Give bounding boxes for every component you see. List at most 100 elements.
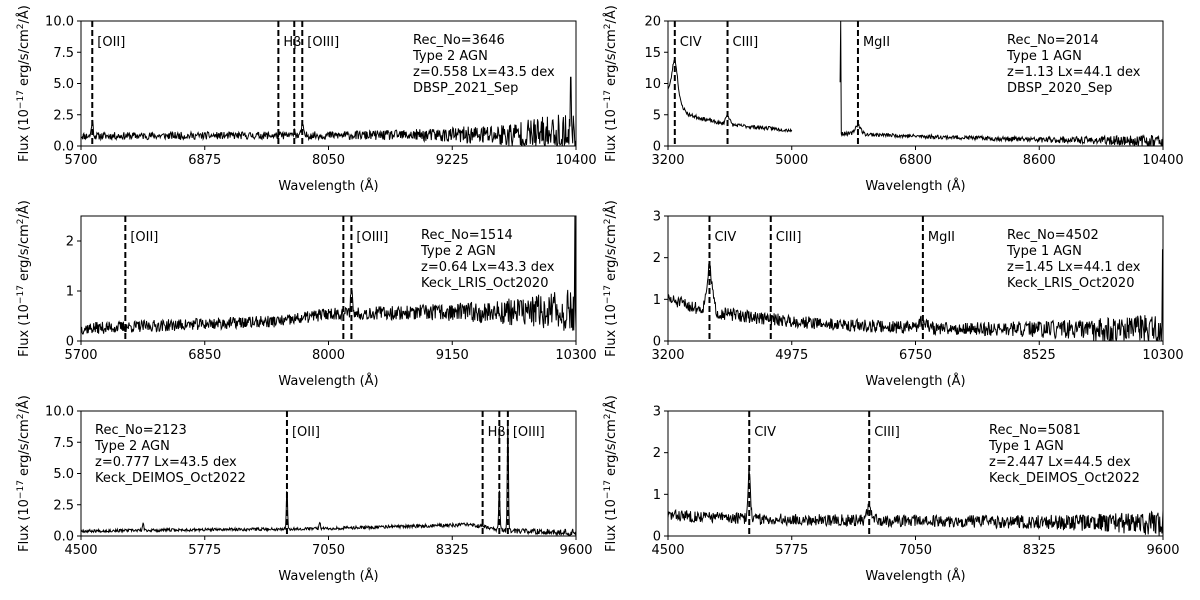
x-tick-label: 10400 — [1142, 153, 1183, 168]
y-axis-label: Flux (10−17 erg/s/cm2/Å) — [603, 200, 619, 357]
spectrum-line — [81, 422, 576, 536]
y-tick-label: 3 — [653, 405, 661, 420]
emission-line-label: Hβ — [488, 425, 506, 440]
spectrum-panel-p3646: [OII] Hβ [OIII] 5700 6875 8050 9225 10400 0.0 2.5… — [16, 5, 597, 194]
spectrum-info-text: Rec_No=2014 — [1007, 33, 1099, 48]
x-tick-label: 5000 — [775, 153, 808, 168]
x-tick-label: 5775 — [775, 543, 808, 558]
y-tick-label: 0 — [653, 530, 661, 545]
y-tick-label: 1 — [653, 488, 661, 503]
emission-line-label: CIII] — [733, 35, 759, 50]
x-axis-label: Wavelength (Å) — [278, 178, 378, 194]
emission-line-label: [OIII] — [307, 35, 339, 50]
x-tick-label: 8525 — [1023, 348, 1056, 363]
y-axis-label: Flux (10−17 erg/s/cm2/Å) — [603, 5, 619, 162]
x-tick-label: 6750 — [899, 348, 932, 363]
y-tick-label: 10 — [644, 77, 661, 92]
spectrum-line — [668, 249, 1163, 341]
spectrum-info-text: Rec_No=2123 — [95, 423, 187, 438]
y-tick-label: 10.0 — [45, 15, 74, 30]
y-tick-label: 7.5 — [53, 46, 74, 61]
spectrum-info-text: Type 2 AGN — [412, 49, 488, 64]
emission-line-label: [OII] — [292, 425, 320, 440]
x-tick-label: 3200 — [651, 348, 684, 363]
y-axis-label: Flux (10−17 erg/s/cm2/Å) — [603, 395, 619, 552]
x-tick-label: 8325 — [436, 543, 469, 558]
y-axis-label: Flux (10−17 erg/s/cm2/Å) — [16, 5, 32, 162]
x-axis-label: Wavelength (Å) — [865, 178, 965, 194]
y-tick-label: 0 — [653, 335, 661, 350]
x-tick-label: 5700 — [64, 348, 97, 363]
y-tick-label: 10.0 — [45, 405, 74, 420]
y-tick-label: 3 — [653, 210, 661, 225]
y-tick-label: 15 — [644, 46, 661, 61]
spectrum-info-text: Rec_No=4502 — [1007, 228, 1099, 243]
y-tick-label: 5.0 — [53, 467, 74, 482]
x-tick-label: 10300 — [1142, 348, 1183, 363]
spectrum-panel-p5081: CIV CIII] 4500 5775 7050 8325 9600 0 1 2 3 Waveleng… — [603, 395, 1180, 584]
spectrum-line — [81, 216, 576, 335]
y-tick-label: 2 — [653, 251, 661, 266]
x-tick-label: 5775 — [188, 543, 221, 558]
y-tick-label: 2.5 — [53, 108, 74, 123]
spectrum-info-text: Type 2 AGN — [94, 439, 170, 454]
x-tick-label: 3200 — [651, 153, 684, 168]
emission-line-label: CIII] — [776, 230, 802, 245]
spectrum-info-text: Rec_No=1514 — [421, 228, 513, 243]
spectrum-info-text: Type 1 AGN — [1006, 49, 1082, 64]
spectrum-info-text: DBSP_2020_Sep — [1007, 81, 1112, 96]
x-tick-label: 10400 — [555, 153, 596, 168]
y-tick-label: 5 — [653, 108, 661, 123]
y-tick-label: 20 — [644, 15, 661, 30]
emission-line-label: [OII] — [97, 35, 125, 50]
y-axis-label: Flux (10−17 erg/s/cm2/Å) — [16, 200, 32, 357]
spectrum-info-text: z=2.447 Lx=44.5 dex — [989, 455, 1131, 470]
spectrum-info-text: Keck_LRIS_Oct2020 — [421, 276, 548, 291]
y-tick-label: 2 — [66, 235, 74, 250]
y-tick-label: 0.0 — [53, 530, 74, 545]
emission-line-label: Hβ — [283, 35, 301, 50]
spectrum-info-text: Keck_LRIS_Oct2020 — [1007, 276, 1134, 291]
spectrum-info-text: Keck_DEIMOS_Oct2022 — [989, 471, 1140, 486]
x-tick-label: 7050 — [899, 543, 932, 558]
spectrum-line — [668, 21, 1163, 146]
spectrum-info-text: z=1.45 Lx=44.1 dex — [1007, 260, 1141, 275]
x-tick-label: 6875 — [188, 153, 221, 168]
y-tick-label: 0 — [653, 140, 661, 155]
y-tick-label: 1 — [653, 293, 661, 308]
spectrum-panel-p2123: [OII] Hβ [OIII] 4500 5775 7050 8325 9600 0.0 2.5 5… — [16, 395, 593, 584]
emission-line-label: CIII] — [874, 425, 900, 440]
spectrum-info-text: Rec_No=3646 — [413, 33, 505, 48]
x-axis-label: Wavelength (Å) — [865, 373, 965, 389]
spectrum-info-text: DBSP_2021_Sep — [413, 81, 518, 96]
emission-line-label: [OII] — [130, 230, 158, 245]
y-tick-label: 0.0 — [53, 140, 74, 155]
x-axis-label: Wavelength (Å) — [865, 568, 965, 584]
x-axis-label: Wavelength (Å) — [278, 568, 378, 584]
spectrum-info-text: z=0.777 Lx=43.5 dex — [95, 455, 237, 470]
x-tick-label: 7050 — [312, 543, 345, 558]
x-tick-label: 9600 — [559, 543, 592, 558]
x-tick-label: 8000 — [312, 348, 345, 363]
spectrum-info-text: Keck_DEIMOS_Oct2022 — [95, 471, 246, 486]
y-tick-label: 1 — [66, 285, 74, 300]
spectrum-info-text: z=0.64 Lx=43.3 dex — [421, 260, 555, 275]
spectrum-line — [668, 468, 1163, 536]
y-tick-label: 0 — [66, 335, 74, 350]
x-tick-label: 10300 — [555, 348, 596, 363]
emission-line-label: [OIII] — [356, 230, 388, 245]
spectrum-info-text: Type 1 AGN — [988, 439, 1064, 454]
spectrum-panel-p4502: CIV CIII] MgII 3200 4975 6750 8525 10300 0 1 2 3 Wav… — [603, 200, 1184, 389]
x-tick-label: 6800 — [899, 153, 932, 168]
x-tick-label: 9225 — [436, 153, 469, 168]
spectrum-info-text: Rec_No=5081 — [989, 423, 1081, 438]
x-axis-label: Wavelength (Å) — [278, 373, 378, 389]
x-tick-label: 9600 — [1146, 543, 1179, 558]
y-tick-label: 5.0 — [53, 77, 74, 92]
spectrum-panel-p1514: [OII] [OIII] 5700 6850 8000 9150 10300 0 1 2 Wavel… — [16, 200, 597, 389]
x-tick-label: 4500 — [651, 543, 684, 558]
x-tick-label: 5700 — [64, 153, 97, 168]
x-tick-label: 8050 — [312, 153, 345, 168]
spectrum-info-text: Type 1 AGN — [1006, 244, 1082, 259]
